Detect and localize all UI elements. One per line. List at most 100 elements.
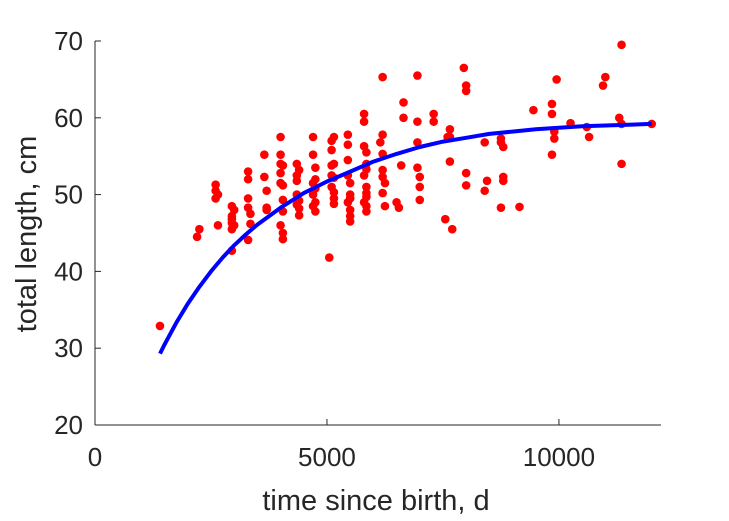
data-point [343,140,353,149]
data-point [378,188,387,198]
x-tick-label: 10000 [523,442,595,472]
data-point [529,105,538,115]
data-point [276,221,285,230]
data-point [461,181,471,190]
data-point [195,224,204,234]
data-point [278,195,288,205]
data-point [547,109,557,119]
data-point [429,109,438,119]
y-tick-label: 50 [54,180,83,210]
data-point [378,130,387,139]
data-point [262,205,271,215]
data-point [459,63,469,73]
data-point [429,117,438,126]
data-point [292,176,302,186]
data-point [324,253,334,262]
data-point [617,159,626,169]
data-point [413,71,422,80]
data-point [278,234,288,244]
data-point [329,187,339,197]
data-point [260,172,269,182]
data-point [211,180,220,189]
data-point [343,130,353,139]
data-point [229,205,239,215]
data-point [294,165,304,175]
data-point [278,161,288,170]
data-point [345,205,355,215]
data-point [278,228,288,238]
data-point [480,186,490,196]
data-point [547,99,557,109]
data-point [394,203,404,212]
data-point [440,214,450,224]
y-tick-label: 20 [54,410,83,440]
data-point [647,119,657,129]
axes: 20 30 40 50 60 70 0 5000 10000 [54,26,661,472]
data-point [601,72,610,82]
data-point [294,204,304,213]
data-point [413,138,422,147]
data-point [276,150,285,159]
data-point [329,132,339,142]
data-point [329,199,339,209]
data-point [246,219,255,229]
y-axis-title: total length, cm [11,136,43,333]
data-point [155,321,165,331]
data-point [192,232,202,242]
data-point [362,182,371,192]
x-ticks: 0 5000 10000 [88,419,595,472]
y-tick-label: 30 [54,333,83,363]
y-ticks: 20 30 40 50 60 70 [54,26,101,440]
data-point [345,194,355,203]
data-point [584,132,594,142]
data-point [345,217,355,226]
data-point [552,75,561,84]
data-point [308,132,318,142]
data-point [359,117,369,126]
x-axis-title: time since birth, d [262,485,489,517]
data-point [246,209,255,219]
data-point [413,163,422,173]
data-point [549,134,559,143]
data-point [380,201,390,211]
data-point [496,203,506,212]
data-point [498,142,508,152]
fit-curve [158,121,652,355]
data-point [308,150,318,159]
data-points [155,40,657,331]
data-point [362,207,371,216]
data-point [294,211,304,220]
data-point [345,178,355,188]
data-point [362,192,371,202]
data-point [262,186,271,196]
data-point [311,163,320,173]
data-point [213,221,223,230]
data-point [276,168,285,178]
data-point [413,117,422,126]
data-point [598,81,608,90]
data-point [243,235,253,245]
data-point [445,157,455,166]
data-point [243,194,253,203]
data-point [445,125,455,134]
data-point [399,98,408,107]
data-point [547,150,557,159]
data-point [415,182,425,192]
data-point [515,202,524,212]
x-tick-label: 0 [88,442,102,472]
data-point [329,159,339,169]
data-point [213,190,223,199]
data-point [480,138,490,147]
data-point [447,224,457,234]
data-point [327,145,336,155]
data-point [378,72,387,82]
data-point [415,172,425,182]
data-point [311,207,320,216]
data-point [376,138,385,147]
y-tick-label: 70 [54,26,83,56]
data-point [359,109,369,119]
data-point [243,167,253,176]
data-point [461,168,471,178]
data-point [399,113,408,123]
